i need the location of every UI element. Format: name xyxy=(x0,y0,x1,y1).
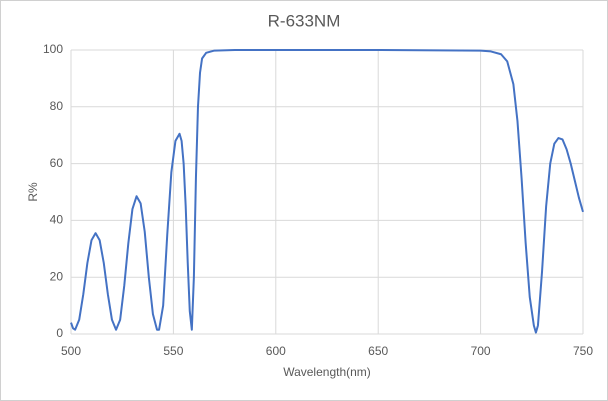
y-tick-label: 60 xyxy=(50,156,64,170)
data-line xyxy=(70,49,584,334)
x-tick-label: 750 xyxy=(573,344,593,358)
y-tick-label: 20 xyxy=(50,269,64,283)
x-tick-label: 700 xyxy=(471,344,491,358)
y-tick-label: 40 xyxy=(50,213,64,227)
x-tick-label: 650 xyxy=(368,344,388,358)
x-tick-label: 600 xyxy=(266,344,286,358)
y-axis-label: R% xyxy=(26,182,40,202)
x-tick-label: 500 xyxy=(61,344,81,358)
chart-title: R-633NM xyxy=(268,11,341,30)
y-tick-label: 100 xyxy=(43,42,63,56)
x-tick-label: 550 xyxy=(163,344,183,358)
y-tick-label: 0 xyxy=(56,326,63,340)
x-axis-label: Wavelength(nm) xyxy=(283,365,371,379)
y-tick-label: 80 xyxy=(50,99,64,113)
